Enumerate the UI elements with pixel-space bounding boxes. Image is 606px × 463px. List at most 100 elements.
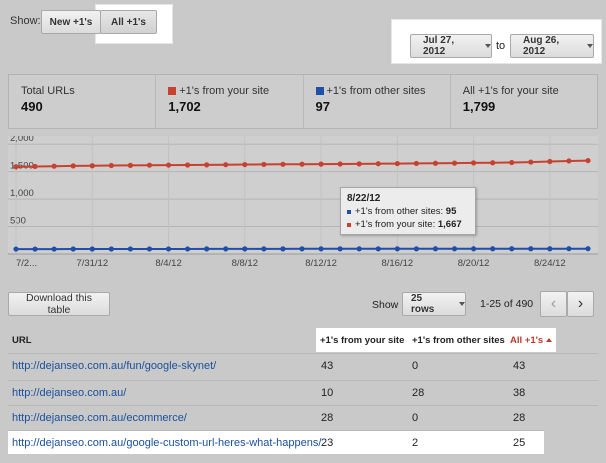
- your-site-data-point: [471, 160, 477, 166]
- other-sites-data-point: [375, 246, 381, 252]
- metric-value: 1,702: [168, 99, 201, 114]
- show-filter-label: Show:: [10, 15, 41, 27]
- other-sites-data-point: [89, 246, 95, 252]
- your-site-data-point: [223, 162, 229, 168]
- cell-from-other-sites: 28: [412, 387, 425, 399]
- download-table-button[interactable]: Download this table: [8, 292, 110, 316]
- previous-page-button[interactable]: ‹: [540, 291, 567, 317]
- your-site-data-point: [89, 163, 95, 169]
- column-header-from-other-sites[interactable]: +1's from other sites: [412, 334, 505, 346]
- your-site-data-point: [432, 160, 439, 166]
- other-sites-data-point: [413, 246, 419, 252]
- your-site-data-point: [280, 161, 286, 167]
- your-site-data-point: [337, 161, 343, 167]
- x-tick-label: 8/8/12: [232, 258, 258, 269]
- x-tick-label: 8/16/12: [381, 258, 413, 269]
- table-row: http://dejanseo.com.au/google-custom-url…: [8, 430, 544, 454]
- your-site-data-point: [165, 162, 172, 168]
- other-sites-data-point: [165, 246, 172, 252]
- your-site-data-point: [146, 162, 153, 168]
- your-site-data-point: [51, 163, 57, 169]
- cell-from-other-sites: 2: [412, 437, 419, 449]
- your-site-data-point: [356, 161, 362, 167]
- table-header: URL +1's from your site +1's from other …: [8, 328, 598, 352]
- your-site-swatch-icon: [168, 87, 177, 95]
- other-sites-data-point: [356, 246, 362, 252]
- table-row: http://dejanseo.com.au/ecommerce/ 28 0 2…: [8, 405, 598, 429]
- chevron-down-icon: [459, 302, 465, 306]
- your-site-data-point: [585, 157, 591, 164]
- other-sites-data-point: [261, 246, 267, 252]
- your-site-data-point: [261, 161, 267, 168]
- new-plus-ones-button[interactable]: New +1's: [41, 10, 101, 34]
- other-sites-data-point: [547, 246, 553, 252]
- x-tick-label: 7/31/12: [76, 258, 108, 269]
- cell-all: 38: [513, 387, 526, 399]
- date-to-picker[interactable]: Aug 26, 2012: [510, 34, 594, 58]
- rows-per-page-select[interactable]: 25 rows: [402, 292, 466, 316]
- cell-from-other-sites: 0: [412, 412, 419, 424]
- x-tick-label: 8/12/12: [305, 258, 337, 269]
- column-header-url[interactable]: URL: [12, 334, 32, 346]
- your-site-data-point: [70, 163, 76, 169]
- url-link[interactable]: http://dejanseo.com.au/: [12, 387, 127, 399]
- other-sites-data-point: [70, 246, 76, 252]
- your-site-data-point: [242, 161, 248, 168]
- url-link[interactable]: http://dejanseo.com.au/google-custom-url…: [12, 437, 322, 449]
- other-sites-data-point: [318, 246, 324, 252]
- your-site-data-point: [509, 159, 515, 166]
- cell-from-your-site: 23: [321, 437, 334, 449]
- tooltip-other-label: +1's from other sites:: [355, 206, 444, 217]
- your-site-data-point: [451, 160, 458, 166]
- y-tick-label: 2,000: [10, 136, 34, 144]
- date-from-picker[interactable]: Jul 27, 2012: [410, 34, 492, 58]
- other-sites-data-point: [471, 246, 477, 252]
- all-plus-ones-button[interactable]: All +1's: [100, 10, 157, 34]
- metric-label: All +1's for your site: [462, 85, 559, 97]
- other-sites-data-point: [242, 246, 248, 252]
- other-sites-data-point: [566, 246, 572, 252]
- column-header-from-your-site[interactable]: +1's from your site: [320, 334, 405, 346]
- y-tick-label: 1,000: [10, 188, 34, 199]
- other-sites-swatch-icon: [315, 87, 324, 95]
- metric-value: 1,799: [462, 99, 496, 114]
- your-site-data-point: [108, 162, 114, 169]
- table-row: http://dejanseo.com.au/ 10 28 38: [8, 380, 598, 404]
- your-site-data-point: [204, 162, 210, 168]
- url-link[interactable]: http://dejanseo.com.au/ecommerce/: [12, 412, 187, 424]
- column-header-all[interactable]: All +1's: [510, 328, 553, 352]
- metric-from-other-sites[interactable]: +1's from other sites 97: [304, 75, 451, 128]
- chevron-down-icon: [587, 44, 593, 48]
- other-sites-data-point: [337, 246, 343, 252]
- table-row: http://dejanseo.com.au/fun/google-skynet…: [8, 353, 598, 377]
- cell-from-other-sites: 0: [412, 360, 419, 372]
- cell-from-your-site: 10: [321, 387, 334, 399]
- your-site-data-point: [185, 162, 191, 168]
- metric-total-urls: Total URLs 490: [9, 75, 157, 128]
- summary-metrics: Total URLs 490 +1's from your site 1,702…: [8, 74, 598, 129]
- your-site-data-point: [413, 160, 419, 167]
- x-tick-label: 7/2...: [16, 258, 37, 269]
- other-sites-data-point: [13, 246, 19, 252]
- cell-from-your-site: 28: [321, 412, 334, 424]
- cell-all: 43: [513, 360, 526, 372]
- cell-all: 28: [513, 412, 526, 424]
- other-sites-dot-icon: [347, 209, 351, 214]
- other-sites-data-point: [108, 246, 114, 252]
- other-sites-data-point: [299, 246, 305, 252]
- other-sites-data-point: [127, 246, 133, 252]
- url-link[interactable]: http://dejanseo.com.au/fun/google-skynet…: [12, 360, 217, 372]
- your-site-data-point: [127, 162, 133, 168]
- other-sites-data-point: [146, 246, 153, 252]
- your-site-dot-icon: [347, 222, 351, 227]
- your-site-data-point: [13, 164, 19, 170]
- next-page-button[interactable]: ›: [567, 291, 594, 317]
- other-sites-data-point: [490, 246, 496, 252]
- pagination-range: 1-25 of 490: [480, 298, 534, 310]
- date-to-value: Aug 26, 2012: [523, 35, 560, 57]
- header-highlight: [316, 328, 556, 352]
- metric-from-your-site[interactable]: +1's from your site 1,702: [156, 75, 304, 128]
- x-tick-label: 8/4/12: [155, 258, 181, 269]
- other-sites-data-point: [51, 246, 57, 252]
